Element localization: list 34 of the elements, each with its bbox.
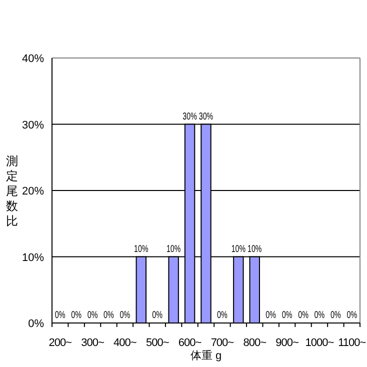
x-tick-label: 1100~ [338,337,366,349]
data-label: 0% [330,310,345,321]
y-tick-label: 10% [22,252,44,264]
y-tick-label: 30% [22,119,44,132]
data-label: 0% [217,310,232,321]
y-axis-title: 測定尾数比 [6,154,18,228]
y-tick-label: 20% [22,186,44,198]
data-label: 0% [120,310,134,321]
data-label: 0% [282,310,296,321]
y-tick-label: 0% [28,318,44,330]
x-tick-label: 400~ [114,337,136,349]
data-label: 0% [87,310,102,321]
y-tick-label: 40% [22,53,44,65]
x-tick-label: 300~ [81,337,104,349]
data-label: 10% [134,244,154,255]
x-tick-label: 700~ [210,337,234,349]
x-tick-label: 800~ [243,337,266,349]
x-axis-title: 体重 g [190,349,222,362]
data-label: 0% [71,310,86,321]
x-tick-label: 1000~ [305,337,334,349]
x-tick-label: 900~ [276,337,299,349]
data-label: 30% [198,111,219,122]
x-tick-label: 200~ [48,337,72,349]
x-tick-label: 500~ [146,337,169,349]
data-label: 0% [104,310,118,321]
data-label: 0% [298,310,313,321]
data-label: 0% [54,310,70,321]
data-label: 0% [152,310,167,321]
data-label: 0% [346,310,362,321]
data-label: 10% [166,244,186,255]
data-label: 0% [314,310,329,321]
data-label: 0% [266,310,280,321]
x-tick-label: 600~ [178,337,202,349]
data-label: 10% [248,244,268,255]
